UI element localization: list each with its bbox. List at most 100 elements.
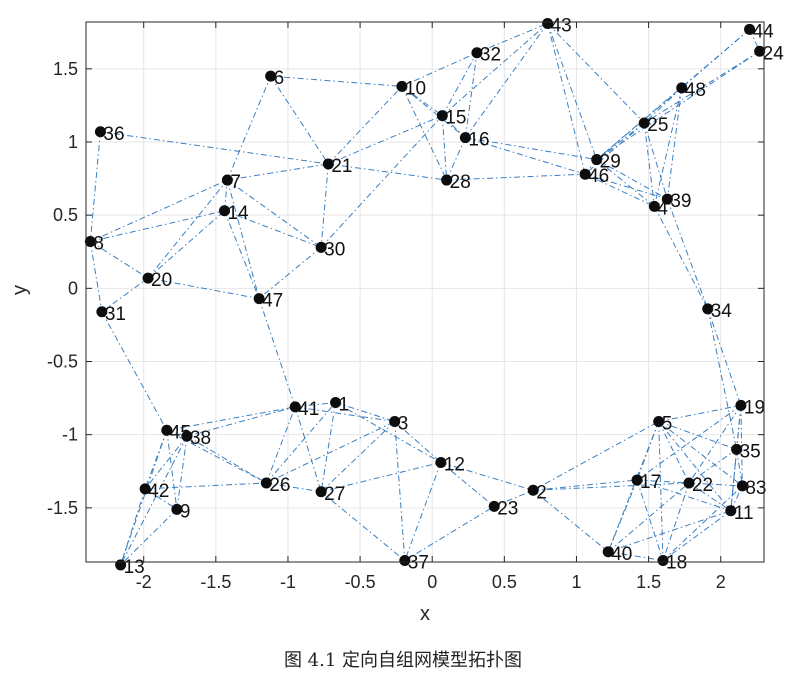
edge-26-1 <box>265 402 336 484</box>
edge-5-11 <box>658 421 732 512</box>
edge-31-20 <box>101 277 149 313</box>
node-label-36: 36 <box>103 124 124 145</box>
edge-7-21 <box>227 163 329 181</box>
node-label-22: 22 <box>692 475 713 496</box>
x-axis-label: x <box>420 603 430 625</box>
node-9 <box>171 503 183 515</box>
node-label-15: 15 <box>445 108 466 129</box>
node-20 <box>142 272 154 284</box>
node-label-42: 42 <box>148 481 169 502</box>
axis-ticks: -2 -1.5 -1 -0.5 0 0.5 1 1.5 2 -1.5 -1 -0.5 0 0.5 1 1.5 <box>47 22 764 592</box>
x-tick-label: 2 <box>716 572 726 592</box>
node-47 <box>253 293 265 305</box>
edge-8-31 <box>89 241 103 312</box>
edge-8-7 <box>90 179 228 242</box>
node-41 <box>289 401 301 413</box>
node-label-14: 14 <box>227 203 249 224</box>
edge-46-4 <box>584 173 655 207</box>
edge-26-27 <box>266 482 322 493</box>
y-tick-label: 1 <box>68 132 78 152</box>
edge-38-42 <box>144 435 188 490</box>
edge-32-43 <box>476 23 548 54</box>
edge-5-18 <box>658 421 664 561</box>
node-label-37: 37 <box>408 553 429 574</box>
node-14 <box>218 205 230 217</box>
node-35 <box>731 443 743 455</box>
edge-41-27 <box>294 406 322 492</box>
edges <box>89 23 761 566</box>
y-axis-label: y <box>9 285 31 295</box>
edge-27-37 <box>320 491 406 561</box>
edge-16-46 <box>465 137 586 175</box>
node-29 <box>591 154 603 166</box>
edge-14-47 <box>224 210 260 299</box>
x-tick-label: 0 <box>427 572 437 592</box>
edge-45-41 <box>166 406 296 431</box>
node-44 <box>744 23 756 35</box>
node-5 <box>653 416 665 428</box>
edge-1-27 <box>320 402 337 492</box>
node-32 <box>471 47 483 59</box>
node-18 <box>657 555 669 567</box>
edge-6-10 <box>270 75 402 87</box>
node-label-48: 48 <box>685 80 706 101</box>
node-label-1: 1 <box>339 394 350 415</box>
node-label-38: 38 <box>190 428 211 449</box>
node-31 <box>96 306 108 318</box>
edge-1-3 <box>335 402 395 422</box>
edge-19-17 <box>636 405 742 481</box>
node-12 <box>435 456 447 468</box>
edge-3-27 <box>320 421 396 493</box>
edge-21-30 <box>320 163 329 248</box>
node-37 <box>399 555 411 567</box>
node-label-16: 16 <box>468 130 489 151</box>
node-label-35: 35 <box>740 441 761 462</box>
node-25 <box>638 117 650 129</box>
edge-17-40 <box>607 479 638 552</box>
edge-38-41 <box>186 406 296 437</box>
node-label-47: 47 <box>262 291 283 312</box>
node-34 <box>702 303 714 315</box>
edge-12-2 <box>440 462 534 491</box>
node-4 <box>648 200 660 212</box>
edge-36-8 <box>89 131 101 242</box>
node-label-24: 24 <box>763 43 785 64</box>
edge-5-19 <box>658 404 742 423</box>
node-label-9: 9 <box>180 501 191 522</box>
edge-12-37 <box>404 462 442 561</box>
node-label-28: 28 <box>450 172 471 193</box>
edge-22-35 <box>688 448 737 484</box>
edge-16-29 <box>465 137 597 161</box>
node-26 <box>260 477 272 489</box>
edge-3-12 <box>394 421 442 463</box>
edge-2-40 <box>532 489 609 553</box>
edge-25-29 <box>596 122 645 160</box>
topology-plot: 1345678910111213141516171819202122232425… <box>9 15 785 625</box>
edge-45-13 <box>120 430 168 566</box>
node-27 <box>315 486 327 498</box>
edge-35-83 <box>736 449 743 486</box>
y-tick-label: -0.5 <box>47 352 78 372</box>
edge-5-22 <box>658 421 690 484</box>
edge-15-28 <box>441 115 448 181</box>
node-24 <box>754 45 766 57</box>
edge-5-83 <box>658 421 743 487</box>
edge-44-29 <box>596 28 750 160</box>
edge-46-39 <box>584 173 668 200</box>
edge-12-23 <box>440 462 495 507</box>
edge-19-22 <box>688 405 742 484</box>
nodes <box>84 17 766 571</box>
grid-lines <box>86 22 764 562</box>
node-label-6: 6 <box>274 68 285 89</box>
node-label-43: 43 <box>551 15 572 36</box>
plot-area-border <box>85 21 765 563</box>
node-label-39: 39 <box>670 191 691 212</box>
node-label-31: 31 <box>105 304 126 325</box>
node-label-30: 30 <box>324 239 345 260</box>
node-22 <box>683 477 695 489</box>
edge-30-15 <box>320 115 443 248</box>
edge-16-43 <box>464 23 549 138</box>
node-8 <box>84 236 96 248</box>
node-36 <box>94 126 106 138</box>
edge-10-28 <box>401 86 448 181</box>
